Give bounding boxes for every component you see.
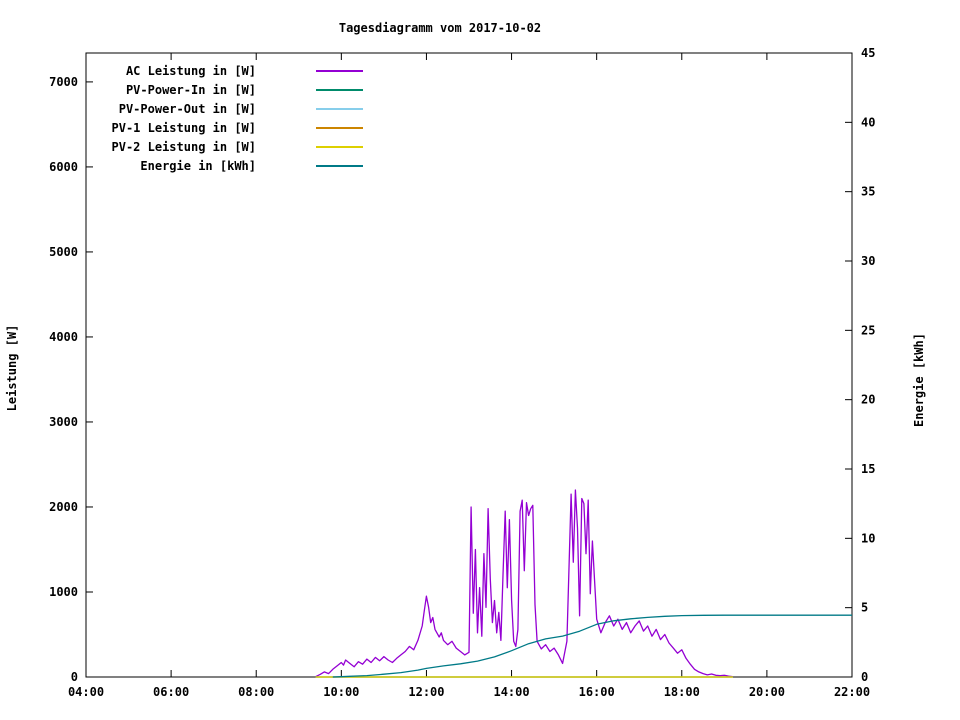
plot-area: 04:00 06:00 08:00 10:00 12:00 14:00 16:00 18:00… [49,46,875,699]
y-left-tick-label: 3000 [49,415,78,429]
y-left-tick-label: 7000 [49,75,78,89]
y-right-tick-label: 30 [861,254,875,268]
x-tick-label: 04:00 [68,685,104,699]
x-tick-label: 14:00 [493,685,529,699]
y-right-tick-label: 35 [861,185,875,199]
legend-label-pv-1-leistung: PV-1 Leistung in [W] [112,121,257,135]
right-axis-title: Energie [kWh] [912,333,926,427]
y-right-tick-label: 40 [861,115,875,129]
y-left-tick-label: 1000 [49,585,78,599]
y-right-tick-label: 0 [861,670,868,684]
y-left-tick-label: 0 [71,670,78,684]
legend-label-energie: Energie in [kWh] [140,159,256,173]
chart-title: Tagesdiagramm vom 2017-10-02 [339,21,541,35]
x-tick-label: 10:00 [323,685,359,699]
y-left-tick-label: 5000 [49,245,78,259]
y-right-tick-label: 45 [861,46,875,60]
x-tick-label: 12:00 [408,685,444,699]
y-left-tick-label: 4000 [49,330,78,344]
y-left-tick-label: 2000 [49,500,78,514]
y-right-tick-label: 20 [861,393,875,407]
series-ac-leistung [315,489,733,678]
legend-label-ac-leistung: AC Leistung in [W] [126,64,256,78]
left-axis-title: Leistung [W] [5,325,19,412]
y-right-tick-label: 5 [861,601,868,615]
y-right-tick-label: 15 [861,462,875,476]
x-tick-label: 16:00 [579,685,615,699]
y-right-tick-label: 25 [861,323,875,337]
y-right-tick-label: 10 [861,531,875,545]
legend-label-pv-power-out: PV-Power-Out in [W] [119,102,256,116]
legend-label-pv-2-leistung: PV-2 Leistung in [W] [112,140,257,154]
x-tick-label: 20:00 [749,685,785,699]
legend-label-pv-power-in: PV-Power-In in [W] [126,83,256,97]
x-tick-label: 08:00 [238,685,274,699]
series-energie [332,614,852,678]
y-left-tick-label: 6000 [49,160,78,174]
x-tick-label: 06:00 [153,685,189,699]
x-tick-label: 22:00 [834,685,870,699]
x-tick-label: 18:00 [664,685,700,699]
